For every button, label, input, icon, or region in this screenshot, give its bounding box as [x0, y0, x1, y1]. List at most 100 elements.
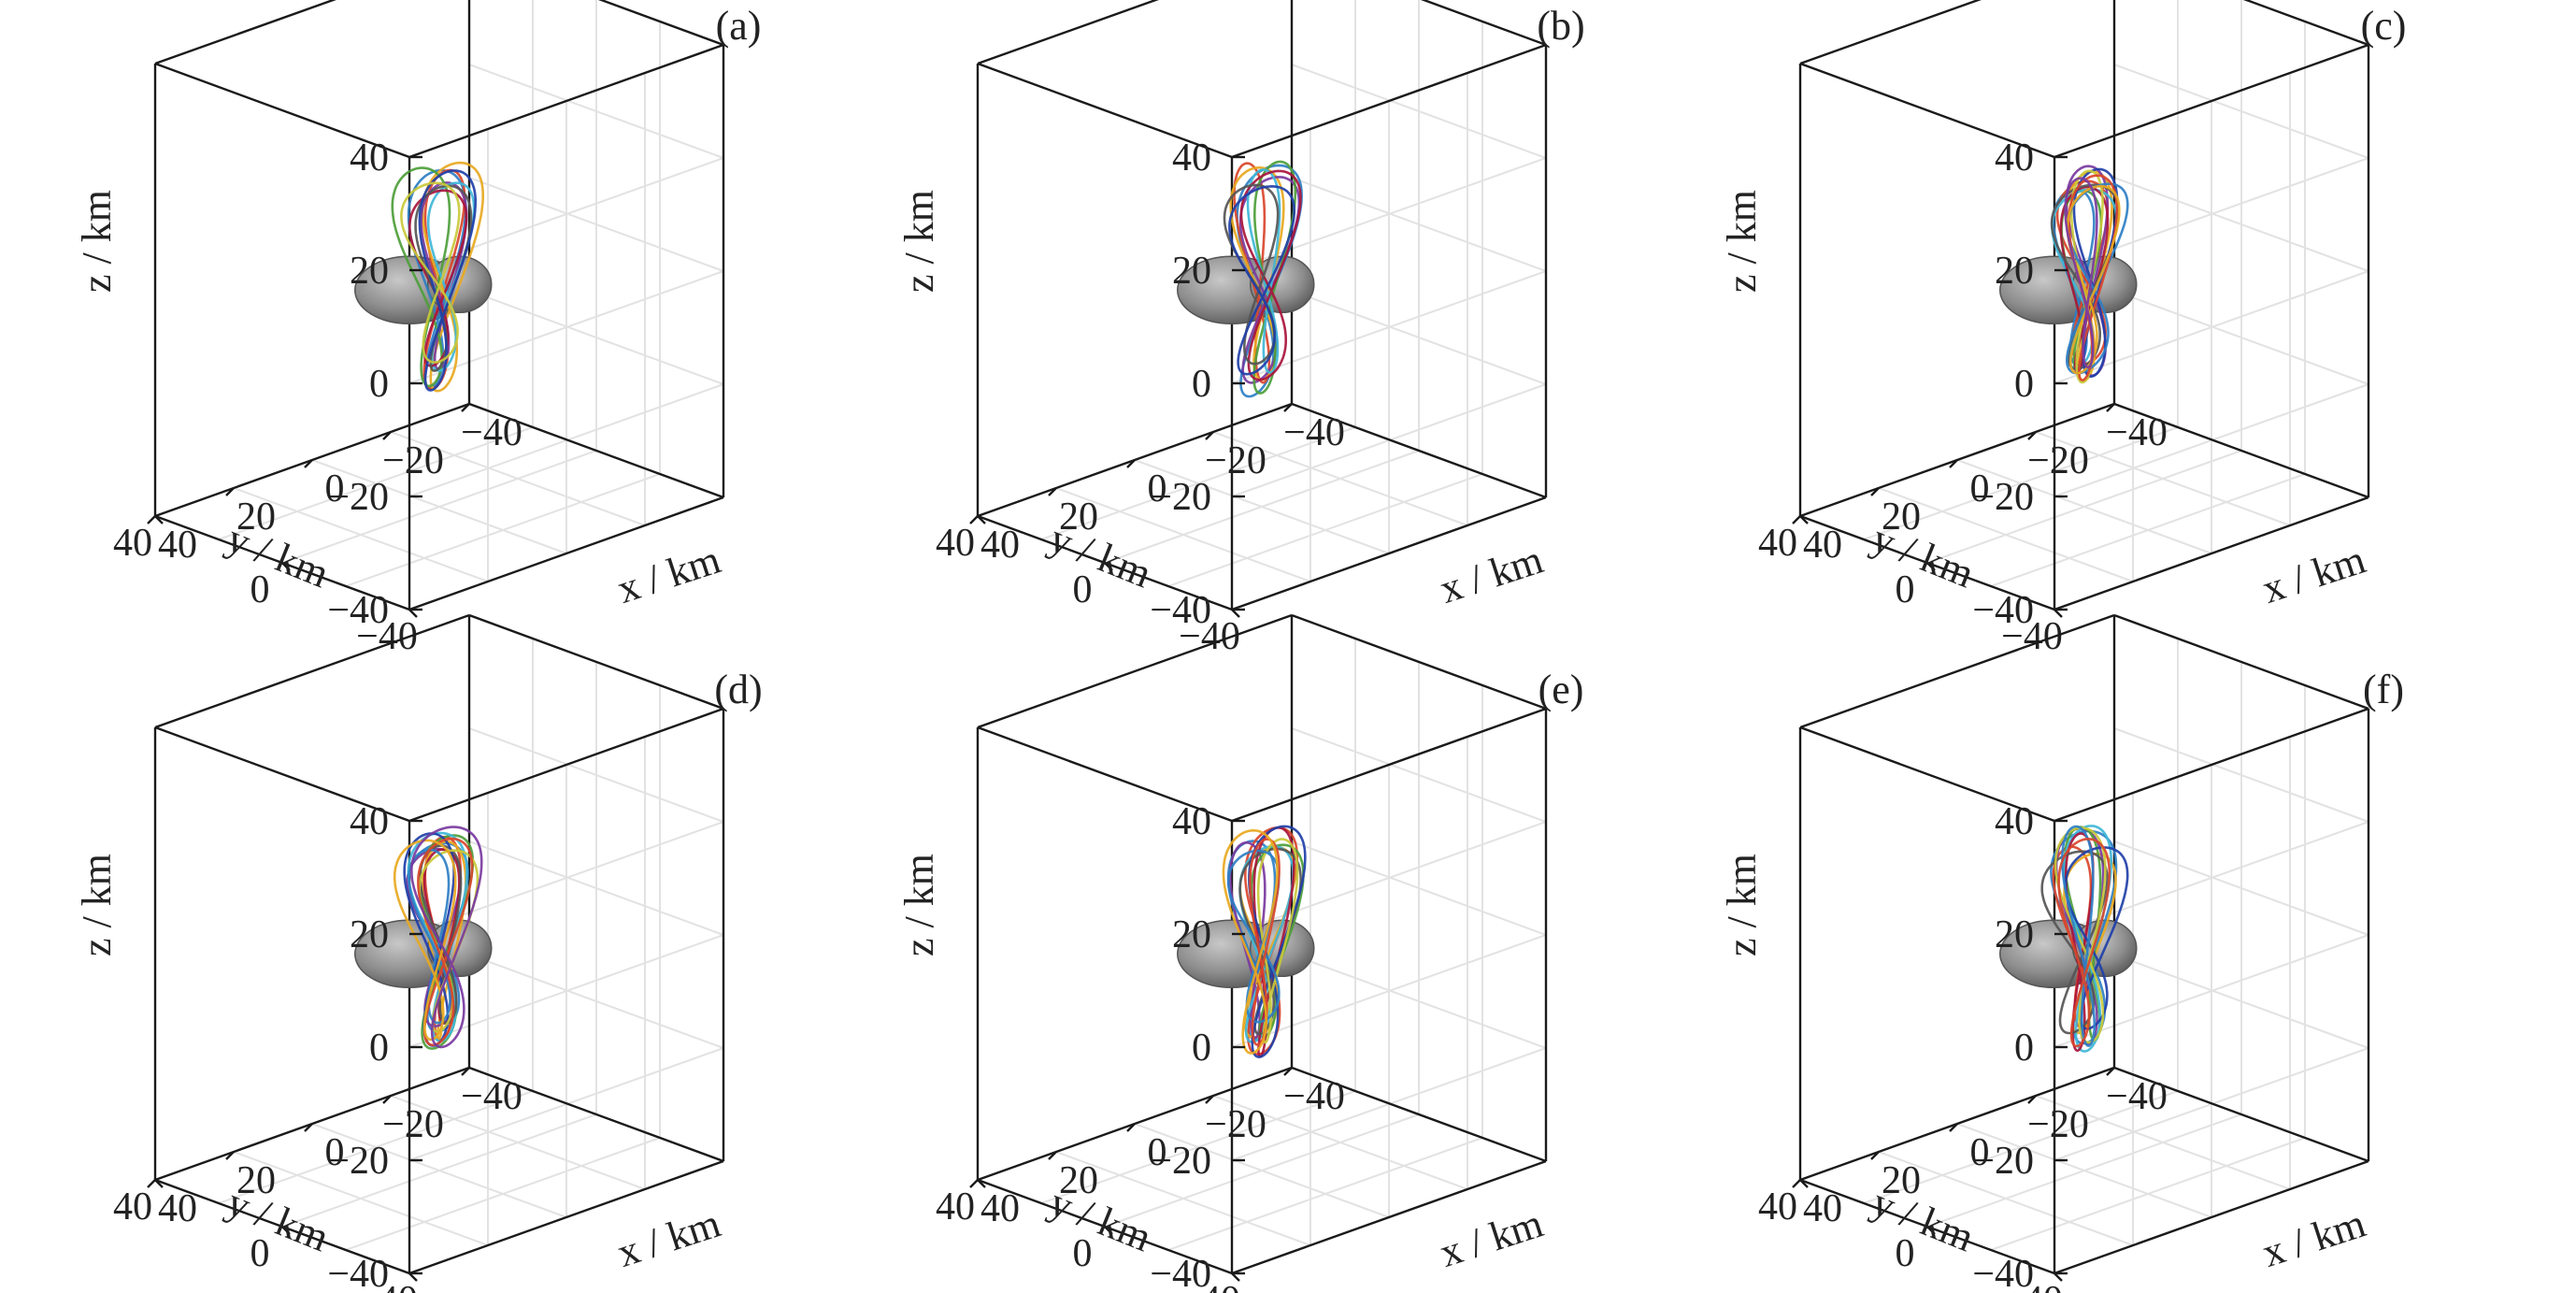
panel-label: (a)	[716, 3, 762, 49]
x-tick-mark	[1126, 459, 1136, 468]
x-tick-mark	[461, 403, 470, 412]
y-tick-label: 40	[1758, 1185, 1797, 1228]
orbit-trajectory	[2061, 825, 2097, 1047]
top-edge	[1420, 0, 1547, 47]
orbit-trajectory	[1228, 841, 1267, 1040]
grid-line	[2113, 64, 2369, 159]
z-tick-label: −20	[327, 476, 389, 519]
x-tick-mark	[1205, 431, 1214, 440]
z-axis-label: z / km	[1719, 854, 1765, 956]
top-edge	[1231, 707, 1547, 823]
z-axis-label: z / km	[74, 190, 120, 293]
y-axis-label: y / km	[221, 515, 336, 597]
y-axis-label: y / km	[1043, 1179, 1158, 1261]
top-edge	[977, 62, 1233, 159]
x-tick-label: 20	[1059, 496, 1098, 539]
top-edge	[154, 0, 336, 65]
grid-line	[2113, 727, 2369, 823]
x-tick-label: −20	[382, 1103, 444, 1146]
floor-edge	[1291, 402, 1547, 499]
orbit-trajectory	[1226, 849, 1281, 1024]
orbit-trajectory	[1252, 826, 1295, 1058]
grid-line	[1863, 426, 2179, 540]
top-edge	[1799, 62, 2055, 159]
y-tick-mark	[1799, 1179, 1809, 1188]
grid-line	[281, 1113, 597, 1228]
z-tick-label: −20	[1972, 476, 2034, 519]
x-tick-mark	[2106, 403, 2115, 412]
z-tick-label: 40	[1995, 136, 2034, 180]
grid-line	[1040, 426, 1356, 540]
y-tick-label: 0	[1896, 568, 1915, 611]
x-tick-mark	[304, 1123, 313, 1132]
orbit-trajectory	[2057, 838, 2111, 1048]
grid-line	[1055, 1151, 1311, 1246]
y-ticks: −40 0 40	[936, 515, 1240, 658]
grid-line	[2113, 840, 2369, 936]
grid-line	[1055, 487, 1311, 582]
top-edge	[1799, 0, 1982, 65]
grid-line	[1040, 1090, 1356, 1204]
x-tick-label: 0	[325, 1131, 345, 1174]
z-axis-label: z / km	[896, 190, 942, 293]
grid-line	[1291, 64, 1547, 159]
panel-label: (b)	[1537, 3, 1584, 49]
floor-edge	[2113, 402, 2369, 499]
x-tick-mark	[1048, 1151, 1057, 1160]
x-tick-mark	[1126, 1123, 1136, 1132]
y-tick-mark	[154, 1179, 164, 1188]
orbit-trajectory	[418, 169, 477, 392]
x-tick-mark	[1283, 1067, 1293, 1076]
orbits	[1223, 160, 1303, 398]
x-axis-label: x / km	[1434, 1200, 1548, 1276]
x-tick-label: 0	[1970, 467, 1990, 510]
y-tick-label: −40	[2001, 1279, 2063, 1293]
z-tick-label: −20	[1150, 1140, 1211, 1183]
x-axis-label: x / km	[2256, 537, 2370, 612]
x-tick-label: 40	[1803, 524, 1842, 567]
top-edge	[1231, 43, 1547, 159]
floor-edge	[1231, 496, 1547, 611]
z-tick-label: 20	[1172, 913, 1211, 956]
x-tick-label: −40	[1283, 1075, 1345, 1118]
top-edge	[154, 62, 410, 159]
orbits	[2050, 165, 2129, 384]
grid-line	[2113, 177, 2369, 272]
x-tick-mark	[969, 515, 979, 524]
top-edge	[1799, 726, 2055, 823]
floor-edge	[408, 496, 724, 611]
x-tick-label: 20	[236, 1159, 276, 1202]
x-tick-label: −40	[2106, 1075, 2168, 1118]
grid-line	[281, 450, 597, 564]
z-tick-label: 0	[369, 363, 389, 406]
x-axis-label: x / km	[2256, 1200, 2370, 1276]
grid-line	[233, 1151, 489, 1246]
z-tick-label: 0	[369, 1027, 389, 1070]
grid-line	[1291, 177, 1547, 272]
x-tick-mark	[1870, 487, 1880, 496]
orbits	[393, 826, 483, 1050]
x-tick-label: −20	[2027, 439, 2089, 482]
grid-line	[1291, 727, 1547, 823]
z-tick-label: 20	[1995, 250, 2034, 293]
z-tick-label: 0	[1192, 363, 1211, 406]
orbit-trajectory	[417, 837, 474, 1047]
orbits	[1222, 825, 1307, 1058]
x-tick-label: −20	[382, 439, 444, 482]
x-tick-label: −20	[1205, 1103, 1267, 1146]
y-tick-mark	[1926, 1226, 1936, 1235]
x-tick-label: −20	[1205, 439, 1267, 482]
x-tick-label: −40	[1283, 411, 1345, 454]
grid-line	[1291, 840, 1547, 936]
y-tick-mark	[1104, 1226, 1113, 1235]
x-tick-mark	[147, 515, 156, 524]
grid-line	[233, 487, 489, 582]
